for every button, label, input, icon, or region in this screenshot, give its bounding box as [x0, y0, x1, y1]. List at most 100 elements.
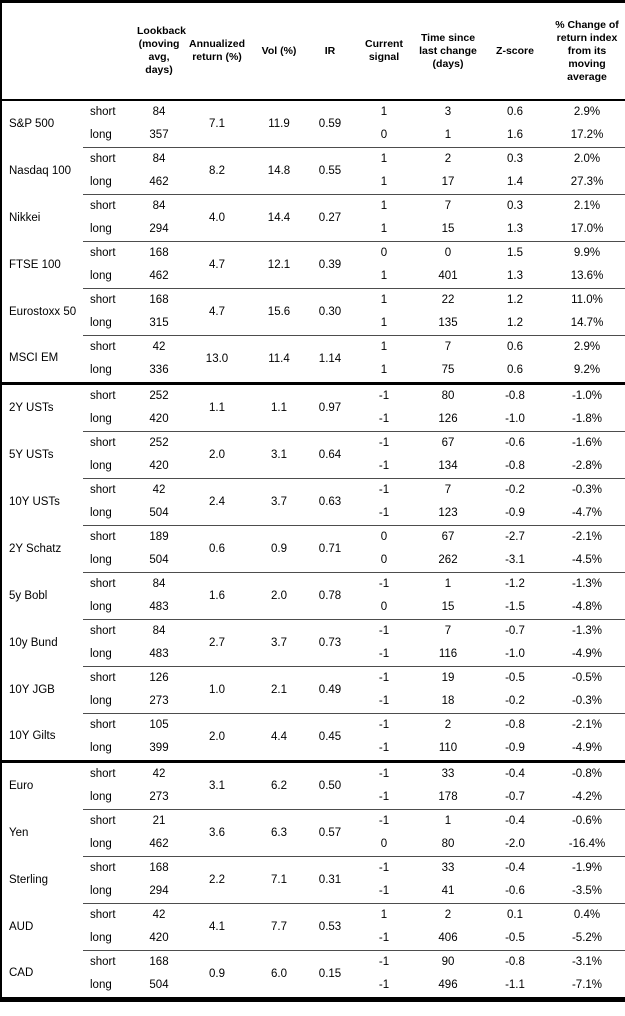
column-header-pct_change: % Change of return index from its moving…	[549, 1, 625, 101]
z-score-cell: -2.0	[505, 838, 525, 850]
time-since-cell: 0	[415, 241, 481, 265]
z-score-cell: -0.8	[481, 713, 549, 737]
z-score-cell: -0.4	[481, 809, 549, 833]
signal-cell: -1	[353, 431, 415, 455]
table-row: 2Y Schatz short 189 0.6 0.9 0.71 0 67 -2.7 -2.1%	[1, 525, 625, 573]
table-row: long 504 0 262 -3.1 -4.5%	[1, 549, 625, 573]
table-row: long 462 1 17 1.4 27.3%	[1, 171, 625, 195]
signal-cell: -1	[378, 791, 390, 803]
signal-cell: 0	[353, 241, 415, 265]
pct-change-cell: -1.8%	[571, 413, 603, 425]
table-row: long 273 -1 178 -0.7 -4.2%	[1, 786, 625, 810]
table-row: long 315 1 135 1.2 14.7%	[1, 312, 625, 336]
z-score-cell: 1.5	[481, 241, 549, 265]
time-since-cell: 2	[415, 713, 481, 737]
asset-name-cell: 5Y USTs	[9, 448, 54, 461]
horizon-cell: short	[83, 335, 135, 359]
pct-change-cell: -1.0%	[549, 382, 625, 408]
lookback-cell: 42	[135, 903, 183, 927]
signal-cell: 0	[380, 601, 388, 613]
lookback-cell: 126	[135, 666, 183, 690]
horizon-cell: long	[90, 838, 112, 850]
table-row: 5y Bobl short 84 1.6 2.0 0.78 -1 1 -1.2 -1.3%	[1, 572, 625, 620]
time-since-cell: 80	[415, 382, 481, 408]
z-score-cell: -0.8	[481, 950, 549, 974]
z-score-cell: -0.7	[505, 791, 525, 803]
time-since-cell: 126	[438, 413, 458, 425]
signal-cell: -1	[353, 572, 415, 596]
time-since-cell: 15	[441, 223, 455, 235]
ir-cell: 0.39	[307, 241, 353, 289]
table-row: Yen short 21 3.6 6.3 0.57 -1 1 -0.4 -0.6%	[1, 809, 625, 857]
pct-change-cell: -1.3%	[549, 572, 625, 596]
time-since-cell: 7	[415, 335, 481, 359]
pct-change-cell: -4.7%	[571, 507, 603, 519]
time-since-cell: 41	[441, 885, 455, 897]
asset-name-cell: 2Y Schatz	[9, 542, 62, 555]
vol-cell: 0.9	[251, 525, 307, 573]
signal-cell: -1	[378, 979, 390, 991]
ir-cell: 0.27	[307, 194, 353, 242]
table-row: Nasdaq 100 short 84 8.2 14.8 0.55 1 2 0.3 2.0%	[1, 147, 625, 195]
table-row: long 399 -1 110 -0.9 -4.9%	[1, 737, 625, 762]
time-since-cell: 1	[444, 129, 452, 141]
ir-cell: 0.73	[307, 619, 353, 667]
pct-change-cell: -7.1%	[571, 979, 603, 991]
time-since-cell: 75	[441, 364, 455, 376]
z-score-cell: -1.5	[505, 601, 525, 613]
ir-cell: 0.57	[307, 809, 353, 857]
signal-cell: 1	[353, 194, 415, 218]
signal-cell: 1	[353, 147, 415, 171]
vol-cell: 7.7	[251, 903, 307, 951]
column-header-horizon	[83, 1, 135, 101]
time-since-cell: 33	[415, 760, 481, 786]
asset-name-cell: Yen	[9, 826, 29, 839]
horizon-cell: long	[90, 648, 112, 660]
horizon-cell: long	[90, 223, 112, 235]
z-score-cell: 0.3	[481, 194, 549, 218]
lookback-cell: 420	[149, 413, 169, 425]
asset-name-cell: Euro	[1, 760, 83, 810]
annualized-return-cell: 13.0	[183, 335, 251, 384]
table-row: long 483 -1 116 -1.0 -4.9%	[1, 643, 625, 667]
pct-change-cell: -0.5%	[549, 666, 625, 690]
signal-cell: 1	[380, 364, 388, 376]
time-since-cell: 3	[415, 99, 481, 124]
lookback-cell: 504	[149, 507, 169, 519]
ir-cell: 0.64	[307, 431, 353, 479]
z-score-cell: 0.6	[507, 364, 523, 376]
signal-cell: 1	[353, 335, 415, 359]
vol-cell: 12.1	[251, 241, 307, 289]
lookback-cell: 105	[135, 713, 183, 737]
table-row: long 483 0 15 -1.5 -4.8%	[1, 596, 625, 620]
lookback-cell: 42	[135, 478, 183, 502]
horizon-cell: long	[90, 317, 112, 329]
z-score-cell: 0.6	[481, 335, 549, 359]
ir-cell: 0.71	[307, 525, 353, 573]
ir-cell: 0.59	[307, 99, 353, 148]
z-score-cell: -2.7	[481, 525, 549, 549]
pct-change-cell: -4.9%	[571, 648, 603, 660]
horizon-cell: short	[83, 147, 135, 171]
pct-change-cell: 2.0%	[549, 147, 625, 171]
lookback-cell: 462	[149, 176, 169, 188]
pct-change-cell: 9.2%	[573, 364, 601, 376]
vol-cell: 6.2	[251, 760, 307, 810]
vol-cell: 6.0	[251, 950, 307, 1000]
table-row: FTSE 100 short 168 4.7 12.1 0.39 0 0 1.5 9.9%	[1, 241, 625, 289]
time-since-cell: 262	[438, 554, 458, 566]
lookback-cell: 42	[135, 335, 183, 359]
ir-cell: 0.50	[307, 760, 353, 810]
annualized-return-cell: 4.7	[183, 241, 251, 289]
horizon-cell: long	[90, 507, 112, 519]
pct-change-cell: 13.6%	[570, 270, 604, 282]
asset-name-cell: 10Y Gilts	[9, 730, 56, 743]
z-score-cell: 1.3	[507, 223, 523, 235]
z-score-cell: 1.3	[507, 270, 523, 282]
pct-change-cell: -0.3%	[549, 478, 625, 502]
lookback-cell: 84	[135, 194, 183, 218]
signal-cell: 0	[380, 129, 388, 141]
time-since-cell: 67	[415, 525, 481, 549]
vol-cell: 15.6	[251, 288, 307, 336]
